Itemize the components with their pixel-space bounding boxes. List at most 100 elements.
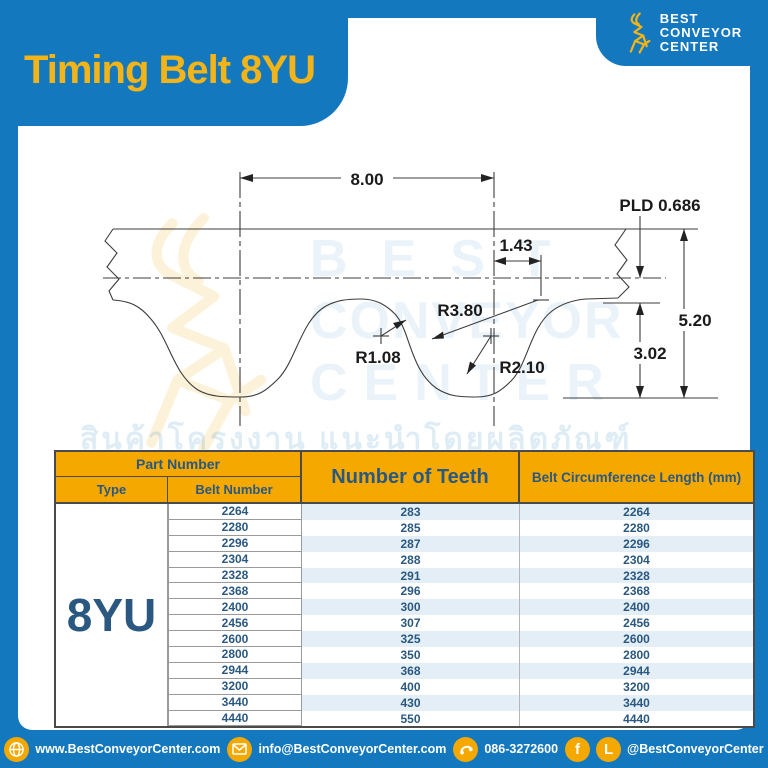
teeth-cell: 291 xyxy=(302,567,520,584)
header-belt-number: Belt Number xyxy=(195,482,273,497)
email-text: info@BestConveyorCenter.com xyxy=(258,742,447,756)
header-circumference-length: Belt Circumference Length (mm) xyxy=(531,469,742,485)
brand-name: BEST CONVEYOR CENTER xyxy=(660,12,742,54)
belt-number-cell: 2328 xyxy=(168,567,302,584)
belt-number-cell: 2400 xyxy=(168,599,302,616)
belt-number-cell: 2944 xyxy=(168,662,302,679)
table-row: 2296 287 2296 xyxy=(168,535,753,552)
header-number-of-teeth: Number of Teeth xyxy=(302,452,520,502)
teeth-cell: 296 xyxy=(302,583,520,600)
teeth-cell: 300 xyxy=(302,599,520,616)
line-icon: L xyxy=(596,736,622,762)
table-row: 2280 285 2280 xyxy=(168,519,753,536)
mail-icon xyxy=(227,736,253,762)
teeth-cell: 400 xyxy=(302,678,520,695)
length-cell: 2400 xyxy=(520,599,753,616)
length-cell: 2328 xyxy=(520,567,753,584)
table-row: 2304 288 2304 xyxy=(168,551,753,568)
brand-line3: CENTER xyxy=(659,39,720,54)
dim-pitch-label: 8.00 xyxy=(350,170,383,189)
belt-profile-drawing: 8.00 PLD 0.686 1.43 R3.80 R1.08 R2.10 3.… xyxy=(103,167,719,426)
teeth-cell: 325 xyxy=(302,631,520,648)
header-type: Type xyxy=(56,477,168,502)
globe-icon xyxy=(4,736,30,762)
length-cell: 2280 xyxy=(623,520,650,535)
phone-link[interactable]: 086-3272600 xyxy=(453,736,559,762)
dim-tip-radius-label: R1.08 xyxy=(355,348,400,367)
length-cell: 2456 xyxy=(623,616,650,631)
table-row: 2800 350 2800 xyxy=(168,647,753,663)
table-row: 2368 296 2368 xyxy=(168,583,753,600)
teeth-cell: 550 xyxy=(302,710,520,727)
phone-icon xyxy=(453,736,479,762)
website-link[interactable]: www.BestConveyorCenter.com xyxy=(4,736,221,762)
email-link[interactable]: info@BestConveyorCenter.com xyxy=(227,736,447,762)
table-row: 2456 307 2456 xyxy=(168,615,753,632)
brand-line2: CONVEYOR xyxy=(659,25,743,40)
dim-tooth-depth-label: 3.02 xyxy=(633,344,666,363)
social-text: @BestConveyorCenter xyxy=(627,742,764,756)
length-cell: 2800 xyxy=(623,647,650,662)
length-cell: 4440 xyxy=(623,711,650,726)
table-body: 8YU 2264 283 2264 2280 285 2280 xyxy=(56,502,753,727)
table-header: Part Number Type Belt Number Number of T… xyxy=(56,452,753,502)
length-cell: 2368 xyxy=(623,584,650,599)
dim-offset-label: 1.43 xyxy=(499,236,532,255)
belt-spec-table: Part Number Type Belt Number Number of T… xyxy=(54,450,755,729)
dim-flank-radius-label: R3.80 xyxy=(437,301,482,320)
belt-number-cell: 2264 xyxy=(168,504,302,520)
header-part-number: Part Number xyxy=(56,452,300,477)
footer-contact-bar: www.BestConveyorCenter.com info@BestConv… xyxy=(0,730,768,768)
length-cell: 3200 xyxy=(623,679,650,694)
length-cell: 3440 xyxy=(520,694,753,711)
teeth-cell: 285 xyxy=(302,519,520,536)
belt-number-cell: 2304 xyxy=(168,551,302,568)
belt-number-cell: 2368 xyxy=(168,583,302,600)
length-cell: 2296 xyxy=(520,535,753,552)
goat-logo-icon xyxy=(629,12,651,54)
phone-text: 086-3272600 xyxy=(484,742,559,756)
content-panel: BEST CONVEYOR CENTER สินค้าโครงงาน แนะนำ… xyxy=(18,18,755,730)
belt-number-cell: 2800 xyxy=(168,647,302,663)
belt-number-cell: 3440 xyxy=(168,694,302,711)
belt-type-value: 8YU xyxy=(56,504,168,727)
table-row: 2328 291 2328 xyxy=(168,567,753,584)
dim-belt-height-label: 5.20 xyxy=(678,311,711,330)
teeth-cell: 368 xyxy=(302,662,520,679)
brand-watermark-line3: CENTER xyxy=(310,354,620,412)
belt-number-cell: 2280 xyxy=(168,519,302,536)
table-row: 2264 283 2264 xyxy=(168,504,753,520)
brand-line1: BEST xyxy=(659,11,699,26)
brand-logo: BEST CONVEYOR CENTER xyxy=(596,0,768,66)
length-cell: 2944 xyxy=(520,662,753,679)
table-row: 2944 368 2944 xyxy=(168,662,753,679)
teeth-cell: 287 xyxy=(302,535,520,552)
length-cell: 2304 xyxy=(623,552,650,567)
teeth-cell: 307 xyxy=(302,615,520,632)
teeth-cell: 430 xyxy=(302,694,520,711)
belt-number-cell: 3200 xyxy=(168,678,302,695)
table-row: 2400 300 2400 xyxy=(168,599,753,616)
table-row: 3440 430 3440 xyxy=(168,694,753,711)
teeth-cell: 283 xyxy=(302,504,520,520)
social-link[interactable]: f L @BestConveyorCenter xyxy=(565,736,764,762)
belt-number-cell: 2296 xyxy=(168,535,302,552)
dimension-arrowheads xyxy=(240,174,688,398)
belt-number-cell: 4440 xyxy=(168,710,302,727)
table-row: 3200 400 3200 xyxy=(168,678,753,695)
length-cell: 2600 xyxy=(520,631,753,648)
table-row: 4440 550 4440 xyxy=(168,710,753,727)
website-text: www.BestConveyorCenter.com xyxy=(35,742,221,756)
table-row: 2600 325 2600 xyxy=(168,631,753,648)
teeth-cell: 350 xyxy=(302,647,520,663)
length-cell: 2264 xyxy=(520,504,753,520)
table-rows: 2264 283 2264 2280 285 2280 2296 287 229… xyxy=(168,504,753,727)
facebook-icon: f xyxy=(565,736,591,762)
title-block: Timing Belt 8YU xyxy=(0,0,348,126)
page-title: Timing Belt 8YU xyxy=(24,48,316,92)
belt-number-cell: 2456 xyxy=(168,615,302,632)
dim-pld-label: PLD 0.686 xyxy=(619,196,700,215)
belt-number-cell: 2600 xyxy=(168,631,302,648)
teeth-cell: 288 xyxy=(302,551,520,568)
